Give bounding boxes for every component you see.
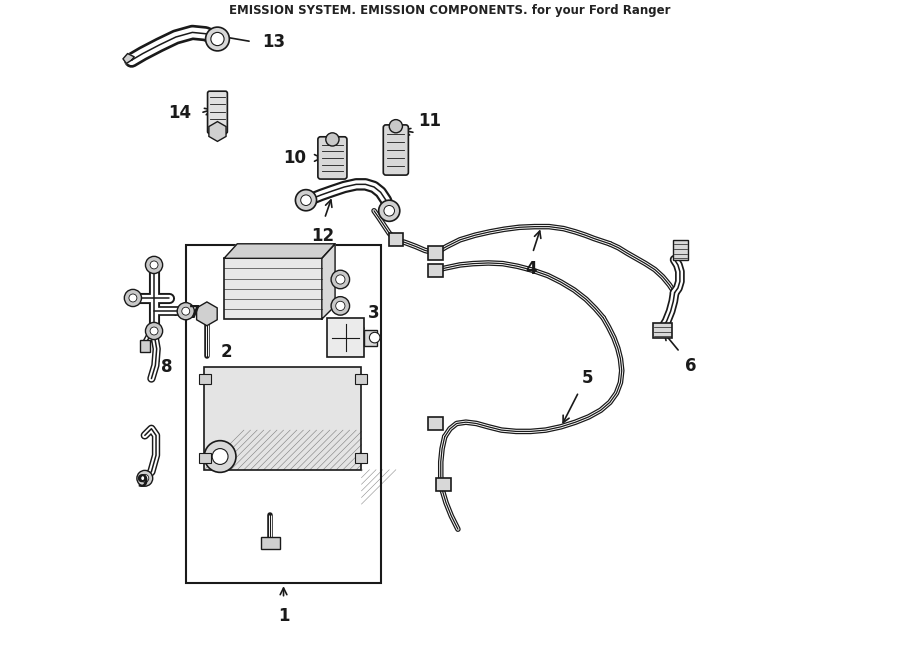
Text: 6: 6 xyxy=(685,357,696,375)
Circle shape xyxy=(129,294,137,302)
FancyBboxPatch shape xyxy=(208,91,228,134)
Polygon shape xyxy=(224,244,335,258)
FancyBboxPatch shape xyxy=(204,367,362,470)
Circle shape xyxy=(204,441,236,473)
Circle shape xyxy=(146,256,163,273)
FancyBboxPatch shape xyxy=(140,340,150,352)
Circle shape xyxy=(389,120,402,133)
Circle shape xyxy=(336,301,345,310)
FancyBboxPatch shape xyxy=(199,374,211,384)
Text: 8: 8 xyxy=(161,358,172,376)
Circle shape xyxy=(124,289,141,307)
Text: 2: 2 xyxy=(220,344,232,361)
Circle shape xyxy=(177,303,194,320)
FancyBboxPatch shape xyxy=(318,137,346,179)
Circle shape xyxy=(212,449,228,465)
Text: 4: 4 xyxy=(525,260,536,277)
Text: 9: 9 xyxy=(136,473,148,491)
Circle shape xyxy=(301,195,311,205)
Text: 7: 7 xyxy=(188,303,200,322)
Text: EMISSION SYSTEM. EMISSION COMPONENTS. for your Ford Ranger: EMISSION SYSTEM. EMISSION COMPONENTS. fo… xyxy=(230,4,670,17)
Text: 11: 11 xyxy=(418,112,441,130)
Text: 1: 1 xyxy=(278,607,289,625)
Text: 12: 12 xyxy=(311,226,335,245)
FancyBboxPatch shape xyxy=(261,537,280,549)
Circle shape xyxy=(331,297,349,315)
FancyBboxPatch shape xyxy=(383,125,409,175)
Circle shape xyxy=(384,205,394,216)
FancyBboxPatch shape xyxy=(389,233,403,246)
FancyBboxPatch shape xyxy=(199,453,211,463)
Circle shape xyxy=(150,327,158,335)
Circle shape xyxy=(326,133,339,146)
Text: 10: 10 xyxy=(283,149,306,167)
Polygon shape xyxy=(123,54,134,64)
FancyBboxPatch shape xyxy=(224,258,322,319)
Circle shape xyxy=(295,189,317,211)
Circle shape xyxy=(182,307,190,315)
FancyBboxPatch shape xyxy=(185,245,381,583)
FancyBboxPatch shape xyxy=(428,263,443,277)
FancyBboxPatch shape xyxy=(653,323,672,338)
FancyBboxPatch shape xyxy=(364,330,377,346)
Text: 3: 3 xyxy=(368,304,380,322)
FancyBboxPatch shape xyxy=(436,478,451,491)
Polygon shape xyxy=(322,244,335,319)
Circle shape xyxy=(137,471,153,487)
Circle shape xyxy=(336,275,345,284)
FancyBboxPatch shape xyxy=(327,318,364,357)
FancyBboxPatch shape xyxy=(355,374,367,384)
FancyBboxPatch shape xyxy=(428,246,443,260)
FancyBboxPatch shape xyxy=(673,240,688,260)
Circle shape xyxy=(150,261,158,269)
Circle shape xyxy=(140,475,148,483)
Circle shape xyxy=(369,332,380,343)
Circle shape xyxy=(211,32,224,46)
Circle shape xyxy=(379,200,400,221)
FancyBboxPatch shape xyxy=(355,453,367,463)
FancyBboxPatch shape xyxy=(428,417,443,430)
Circle shape xyxy=(205,27,230,51)
Text: 13: 13 xyxy=(262,32,285,51)
Text: 14: 14 xyxy=(168,104,191,122)
Circle shape xyxy=(331,270,349,289)
Circle shape xyxy=(146,322,163,340)
Text: 5: 5 xyxy=(582,369,594,387)
